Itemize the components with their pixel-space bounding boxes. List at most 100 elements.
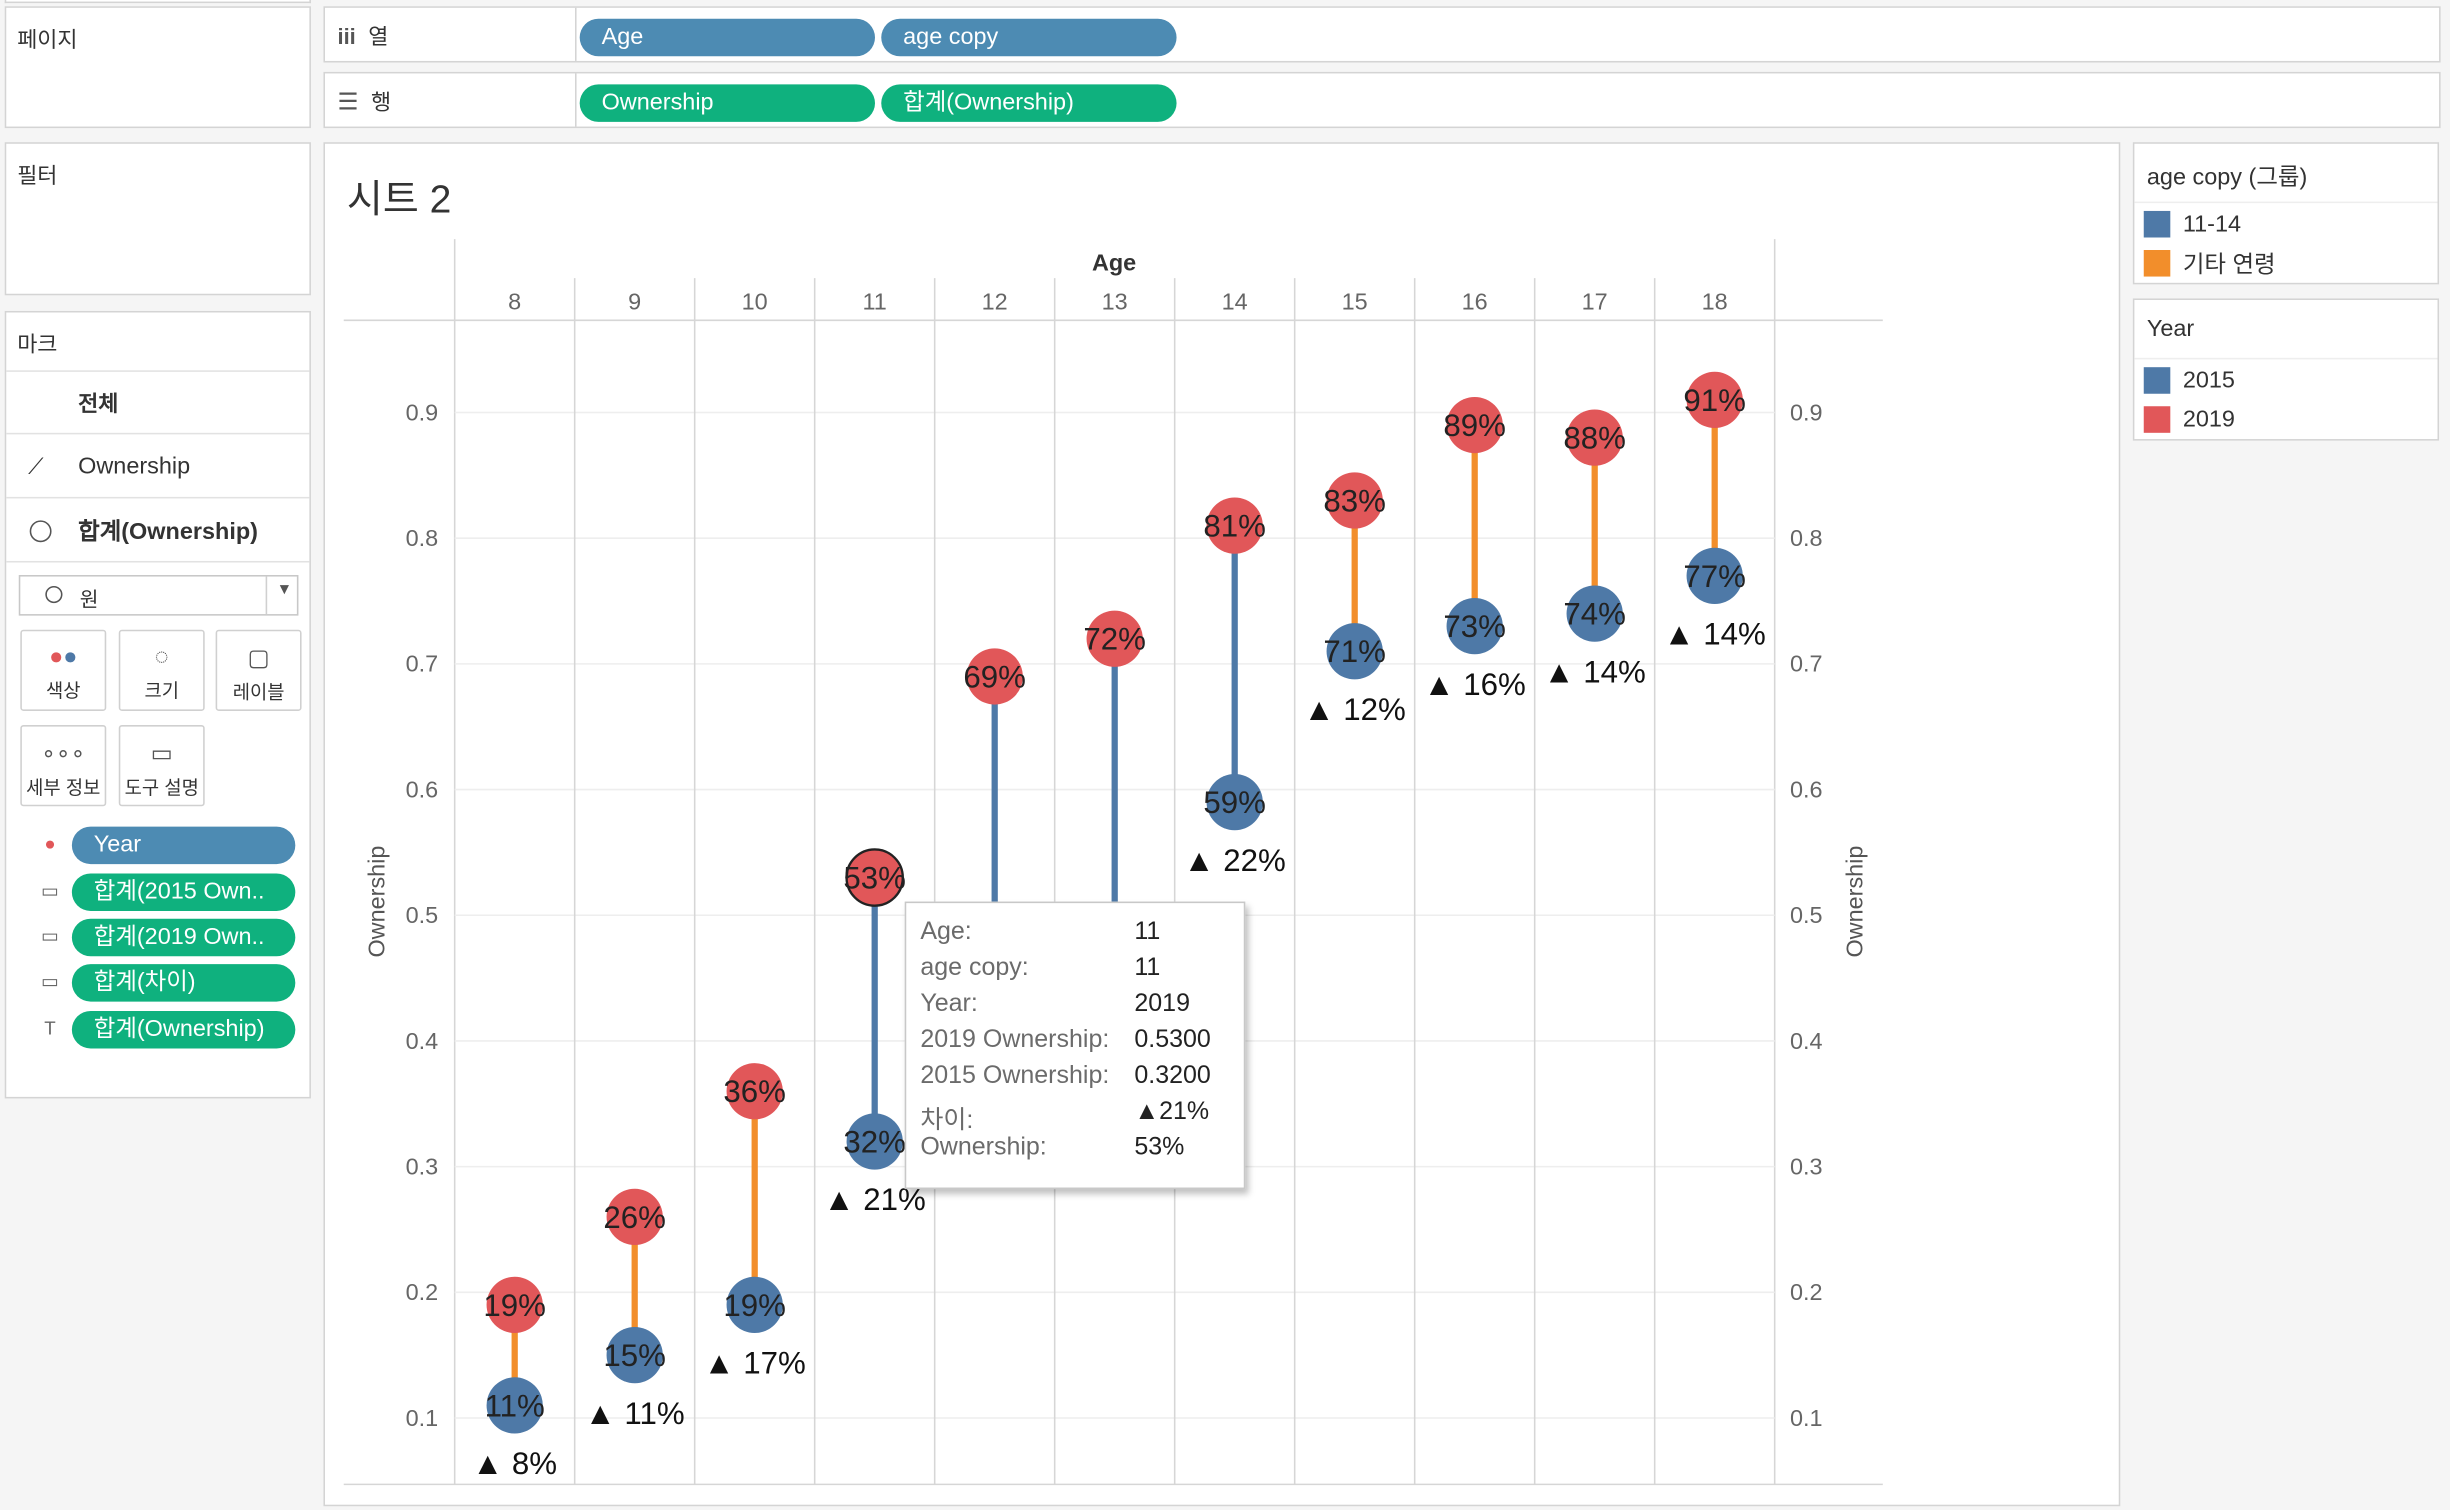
marks-layer-ownership[interactable]: ⟋ Ownership (6, 436, 310, 499)
label-button[interactable]: ▢ 레이블 (215, 629, 302, 711)
field-2015-ownership-pill[interactable]: 합계(2015 Own.. (71, 873, 296, 911)
point-2019 (845, 848, 904, 907)
difference-label: ▲ 17% (704, 1346, 806, 1381)
y-tick-label: 0.5 (406, 902, 439, 928)
size-button[interactable]: ◌ 크기 (118, 629, 205, 711)
point-2019 (606, 1188, 663, 1246)
legend-item-11-14[interactable]: 11-14 (2143, 206, 2242, 240)
rows-shelf[interactable]: ☰ 행 Ownership 합계(Ownership) (323, 71, 2441, 129)
y-tick-label: 0.2 (406, 1279, 439, 1305)
y-tick-label-right: 0.4 (1790, 1028, 1823, 1054)
legend-age-group-title: age copy (그룹) (2146, 164, 2308, 191)
top-strip (4, 0, 311, 4)
x-tick-label: 17 (1582, 288, 1608, 314)
pages-panel-title: 페이지 (17, 26, 78, 52)
rows-icon: ☰ (337, 89, 359, 116)
y-tick-label-right: 0.2 (1790, 1279, 1823, 1305)
tooltip-row: 2015 Ownership: 0.3200 (920, 1063, 1243, 1099)
legend-year[interactable]: Year 2015 2019 (2132, 298, 2440, 441)
y-tick-label: 0.8 (406, 525, 439, 551)
tooltip-popup: Age: 11 age copy: 11 Year: 2019 2019 Ownership… (904, 901, 1246, 1190)
point-2015 (1446, 598, 1503, 655)
data-label-2019: 53% (843, 860, 906, 895)
legend-swatch (2143, 210, 2171, 237)
tooltip-key: age copy: (920, 954, 1029, 982)
columns-shelf[interactable]: iii 열 Age age copy (323, 6, 2441, 63)
columns-pill-age-copy[interactable]: age copy (881, 18, 1177, 57)
tooltip-key: 2019 Ownership: (920, 1026, 1110, 1054)
data-label-2019: 26% (603, 1200, 666, 1235)
marks-layer-all[interactable]: 전체 (6, 372, 310, 435)
legend-item-label: 11-14 (2182, 210, 2242, 237)
point-2019 (486, 1276, 543, 1334)
x-tick-label: 18 (1702, 288, 1728, 314)
legend-item-label: 2019 (2182, 405, 2235, 433)
data-label-2019: 81% (1203, 509, 1266, 544)
data-label-2015: 32% (843, 1124, 906, 1159)
field-difference-pill[interactable]: 합계(차이) (71, 964, 296, 1002)
size-icon: ◌ (154, 643, 169, 671)
tooltip-value: 0.5300 (1134, 1026, 1211, 1054)
y-tick-label-right: 0.8 (1790, 525, 1823, 551)
tooltip-button-label: 도구 설명 (124, 776, 199, 799)
columns-pill-age[interactable]: Age (579, 18, 875, 57)
pages-panel: 페이지 (4, 6, 311, 129)
legend-swatch (2143, 366, 2171, 393)
sheet-title: 시트 2 (346, 178, 452, 222)
point-2019 (1086, 610, 1143, 667)
mark-type-dropdown[interactable]: 원 ▼ (18, 575, 299, 616)
tooltip-key: Year: (920, 990, 978, 1018)
color-button[interactable]: ●● 색상 (20, 629, 107, 711)
filters-panel[interactable]: 필터 (4, 142, 311, 296)
tooltip-key: 2015 Ownership: (920, 1062, 1110, 1090)
rows-pill-sum-ownership[interactable]: 합계(Ownership) (881, 84, 1177, 122)
color-field-icon: ● (44, 832, 56, 855)
legend-age-group[interactable]: age copy (그룹) 11-14 기타 연령 (2132, 142, 2440, 285)
tooltip-key: Age: (920, 918, 972, 946)
point-2019 (966, 648, 1023, 705)
legend-item-other-ages[interactable]: 기타 연령 (2143, 245, 2276, 279)
difference-label: ▲ 8% (472, 1446, 557, 1481)
legend-item-2015[interactable]: 2015 (2143, 363, 2235, 397)
point-2015 (606, 1327, 663, 1384)
detail-icon: ∘∘∘ (41, 740, 86, 768)
tooltip-row: 2019 Ownership: 0.5300 (920, 1027, 1243, 1063)
color-button-label: 색상 (46, 679, 81, 702)
filters-panel-title: 필터 (17, 162, 58, 188)
difference-label: ▲ 14% (1664, 617, 1766, 652)
tooltip-row: 차이: ▲21% (920, 1098, 1243, 1134)
legend-item-label: 2015 (2182, 366, 2235, 393)
detail-button[interactable]: ∘∘∘ 세부 정보 (20, 725, 107, 807)
tooltip-value: ▲21% (1134, 1098, 1210, 1125)
field-year-pill[interactable]: Year (71, 826, 296, 865)
difference-label: ▲ 16% (1424, 667, 1526, 702)
marks-layer-sum-ownership[interactable]: 합계(Ownership) (6, 500, 310, 563)
field-2019-ownership-pill[interactable]: 합계(2019 Own.. (71, 918, 296, 957)
legend-item-2019[interactable]: 2019 (2143, 402, 2235, 436)
y-tick-label: 0.6 (406, 776, 439, 802)
data-label-2015: 59% (1203, 785, 1266, 820)
rows-pill-ownership[interactable]: Ownership (579, 84, 875, 122)
data-label-2019: 19% (483, 1288, 546, 1323)
data-label-2019: 91% (1683, 383, 1746, 418)
legend-item-label: 기타 연령 (2182, 250, 2276, 278)
field-sum-ownership-pill[interactable]: 합계(Ownership) (71, 1010, 296, 1049)
tooltip-value: 2019 (1134, 990, 1190, 1018)
data-label-2015: 73% (1443, 609, 1506, 644)
y-tick-label-right: 0.5 (1790, 902, 1823, 928)
y-tick-label: 0.3 (406, 1153, 439, 1179)
tooltip-button[interactable]: ▭ 도구 설명 (118, 725, 205, 807)
rows-shelf-label: 행 (371, 89, 392, 115)
x-tick-label: 15 (1342, 288, 1368, 314)
circle-icon (45, 585, 63, 604)
data-label-2019: 72% (1083, 622, 1146, 657)
x-tick-label: 12 (982, 288, 1008, 314)
dropdown-separator (265, 576, 268, 615)
difference-label: ▲ 12% (1304, 692, 1406, 727)
point-2015 (846, 1113, 903, 1170)
data-label-2019: 69% (963, 659, 1026, 694)
point-2015 (1326, 623, 1383, 680)
x-tick-label: 11 (863, 288, 887, 314)
tooltip-row: Year: 2019 (920, 991, 1243, 1027)
point-2015 (1206, 774, 1263, 831)
